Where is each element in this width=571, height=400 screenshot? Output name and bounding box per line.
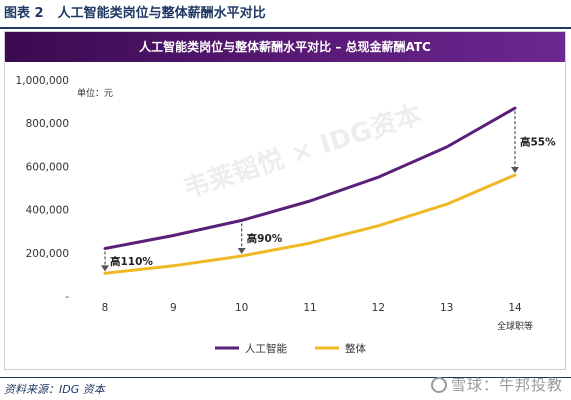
title-rule	[0, 27, 571, 29]
snowball-logo-icon	[430, 377, 447, 393]
figure-number: 图表 2	[4, 6, 44, 21]
chart-frame: 人工智能类岗位与整体薪酬水平对比 – 总现金薪酬ATC 韦莱韬悦 × IDG资本…	[4, 31, 566, 370]
legend-label: 人工智能	[245, 342, 287, 355]
y-tick-label: 1,000,000	[16, 75, 69, 87]
x-tick-label: 14	[508, 302, 522, 314]
y-tick-label: 600,000	[26, 161, 69, 173]
brand-watermark-text: 雪球：牛邦投教	[450, 376, 563, 394]
unit-label: 单位：元	[77, 87, 113, 99]
y-tick-label: 200,000	[26, 248, 69, 260]
x-tick-label: 10	[235, 302, 248, 314]
x-tick-label: 13	[440, 302, 453, 314]
series-line	[103, 173, 517, 275]
annotation-label: 高110%	[110, 255, 153, 268]
x-tick-label: 11	[303, 302, 316, 314]
y-tick-label: 400,000	[26, 205, 69, 217]
brand-watermark: 雪球：牛邦投教	[430, 374, 563, 395]
x-tick-label: 12	[372, 302, 385, 314]
x-axis-sublabel: 全球职等	[497, 320, 533, 332]
y-tick-label: -	[65, 291, 69, 303]
x-tick-label: 9	[170, 302, 177, 314]
footer-rule	[0, 377, 571, 378]
y-tick-label: 800,000	[26, 118, 69, 130]
series-line	[103, 106, 517, 250]
annotation-arrow-head-icon	[511, 167, 519, 174]
chart-title: 人工智能类岗位与整体薪酬水平对比 – 总现金薪酬ATC	[5, 32, 565, 62]
legend-label: 整体	[345, 342, 366, 355]
source-note: 资料来源：IDG 资本	[4, 383, 105, 396]
annotation-label: 高55%	[520, 136, 556, 149]
annotation-arrow-head-icon	[237, 248, 246, 255]
annotation-arrow-head-icon	[101, 265, 109, 272]
figure-title: 图表 2 人工智能类岗位与整体薪酬水平对比	[4, 3, 567, 25]
figure-title-text: 人工智能类岗位与整体薪酬水平对比	[57, 6, 266, 21]
annotation-label: 高90%	[247, 232, 283, 245]
line-chart: 韦莱韬悦 × IDG资本 1,000,000 800,000 600,000 400,0…	[16, 75, 557, 355]
x-tick-label: 8	[102, 302, 109, 314]
chart-watermark: 韦莱韬悦 × IDG资本	[179, 99, 425, 205]
